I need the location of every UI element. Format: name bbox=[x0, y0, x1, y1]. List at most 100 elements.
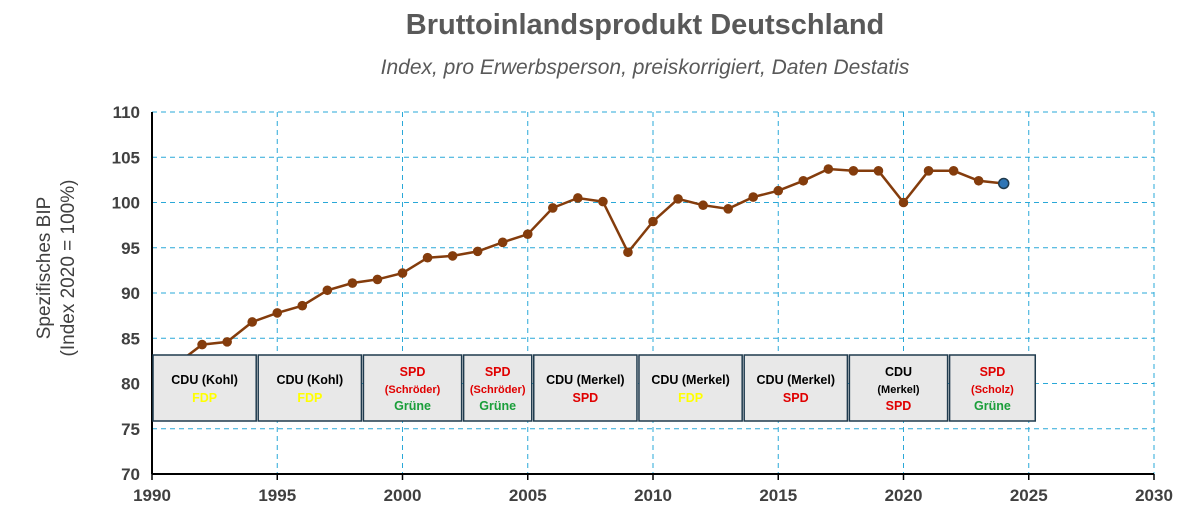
government-box: SPD (Scholz) Grüne bbox=[948, 354, 1037, 422]
government-box: CDU (Merkel) SPD bbox=[533, 354, 638, 422]
data-point bbox=[247, 317, 257, 327]
government-box: SPD (Schröder) Grüne bbox=[462, 354, 533, 422]
data-point bbox=[447, 251, 458, 261]
data-point bbox=[272, 308, 283, 318]
government-label: SPD bbox=[886, 399, 912, 413]
data-point bbox=[548, 203, 558, 213]
government-box-bg bbox=[948, 354, 1037, 422]
y-tick-label: 100 bbox=[112, 194, 140, 213]
government-label: (Scholz) bbox=[971, 384, 1014, 396]
government-label: CDU (Merkel) bbox=[757, 373, 836, 387]
data-point bbox=[773, 185, 784, 196]
government-label: (Schröder) bbox=[385, 384, 441, 396]
data-point bbox=[573, 193, 583, 203]
y-axis-label-line1: Spezifisches BIP bbox=[34, 197, 55, 340]
x-tick-label: 2030 bbox=[1135, 486, 1173, 505]
data-point bbox=[347, 278, 358, 288]
government-box-bg bbox=[152, 354, 257, 422]
data-point bbox=[197, 339, 207, 350]
government-label: SPD bbox=[980, 365, 1006, 379]
data-point bbox=[673, 194, 683, 204]
data-point bbox=[497, 237, 508, 248]
y-axis-label: Spezifisches BIP (Index 2020 = 100%) bbox=[34, 180, 79, 357]
data-point bbox=[923, 166, 934, 176]
government-box-bg bbox=[462, 354, 533, 422]
data-point bbox=[623, 247, 633, 258]
y-tick-label: 105 bbox=[112, 148, 140, 167]
government-label: CDU (Kohl) bbox=[276, 373, 343, 387]
y-tick-label: 95 bbox=[121, 239, 140, 258]
government-label: SPD bbox=[400, 365, 426, 379]
government-label: FDP bbox=[678, 391, 703, 405]
x-tick-label: 2020 bbox=[885, 486, 923, 505]
data-point bbox=[422, 252, 433, 263]
data-point bbox=[898, 197, 909, 208]
government-box: CDU (Kohl) FDP bbox=[152, 354, 257, 422]
data-point bbox=[873, 166, 884, 176]
axes bbox=[151, 112, 1155, 480]
government-box: CDU (Merkel) SPD bbox=[848, 354, 949, 422]
y-tick-label: 70 bbox=[121, 465, 140, 484]
data-point bbox=[648, 216, 658, 227]
data-point bbox=[748, 192, 758, 202]
government-label: Grüne bbox=[974, 399, 1011, 413]
government-label: Grüne bbox=[479, 399, 516, 413]
government-label: CDU (Merkel) bbox=[651, 373, 730, 387]
government-box-bg bbox=[638, 354, 743, 422]
government-label: CDU (Merkel) bbox=[546, 373, 625, 387]
government-label: CDU (Kohl) bbox=[171, 373, 238, 387]
data-point bbox=[297, 300, 308, 311]
y-tick-label: 75 bbox=[121, 420, 140, 439]
government-box: CDU (Merkel) SPD bbox=[743, 354, 849, 422]
government-box-bg bbox=[257, 354, 363, 422]
government-box-bg bbox=[743, 354, 849, 422]
chart-title: Bruttoinlandsprodukt Deutschland bbox=[406, 9, 885, 41]
government-label: Grüne bbox=[394, 399, 431, 413]
government-box: CDU (Kohl) FDP bbox=[257, 354, 363, 422]
government-box: CDU (Merkel) FDP bbox=[638, 354, 743, 422]
government-label: (Schröder) bbox=[470, 384, 526, 396]
x-tick-label: 2010 bbox=[634, 486, 672, 505]
y-tick-label: 85 bbox=[121, 329, 140, 348]
government-label: SPD bbox=[783, 391, 809, 405]
government-label: SPD bbox=[573, 391, 599, 405]
government-boxes: CDU (Kohl) FDP CDU (Kohl) FDP SPD (Schröder) G… bbox=[152, 354, 1037, 422]
data-point bbox=[372, 274, 383, 285]
chart-subtitle: Index, pro Erwerbsperson, preiskorrigier… bbox=[381, 56, 910, 79]
data-point bbox=[397, 268, 408, 278]
data-point bbox=[522, 229, 533, 239]
data-point bbox=[823, 164, 834, 174]
data-point bbox=[848, 166, 859, 176]
government-label: SPD bbox=[485, 365, 511, 379]
data-point bbox=[322, 285, 333, 296]
x-tick-label: 2005 bbox=[509, 486, 547, 505]
government-box-bg bbox=[848, 354, 949, 422]
y-tick-label: 90 bbox=[121, 284, 140, 303]
government-box-bg bbox=[533, 354, 638, 422]
government-label: FDP bbox=[192, 391, 217, 405]
data-point bbox=[598, 196, 608, 207]
y-axis-label-line2: (Index 2020 = 100%) bbox=[58, 180, 79, 357]
data-series bbox=[172, 164, 1010, 369]
x-tick-label: 1995 bbox=[258, 486, 296, 505]
data-point bbox=[948, 166, 959, 176]
x-tick-label: 2015 bbox=[759, 486, 797, 505]
tick-labels: 70 75 80 85 90 95 100 105 110 1990 1995 2000 2005 201… bbox=[112, 103, 1173, 505]
data-point bbox=[222, 337, 232, 347]
data-point bbox=[973, 175, 984, 186]
data-point bbox=[798, 175, 809, 186]
data-point bbox=[472, 246, 483, 257]
government-label: CDU bbox=[885, 365, 912, 379]
data-point bbox=[997, 177, 1010, 190]
y-tick-label: 80 bbox=[121, 375, 140, 394]
government-label: (Merkel) bbox=[877, 384, 920, 396]
series-line bbox=[176, 167, 1004, 365]
data-point bbox=[723, 204, 733, 214]
government-label: FDP bbox=[297, 391, 322, 405]
x-tick-label: 2025 bbox=[1010, 486, 1048, 505]
x-tick-label: 2000 bbox=[384, 486, 422, 505]
y-tick-label: 110 bbox=[113, 103, 140, 122]
x-tick-label: 1990 bbox=[133, 486, 171, 505]
government-box-bg bbox=[362, 354, 463, 422]
